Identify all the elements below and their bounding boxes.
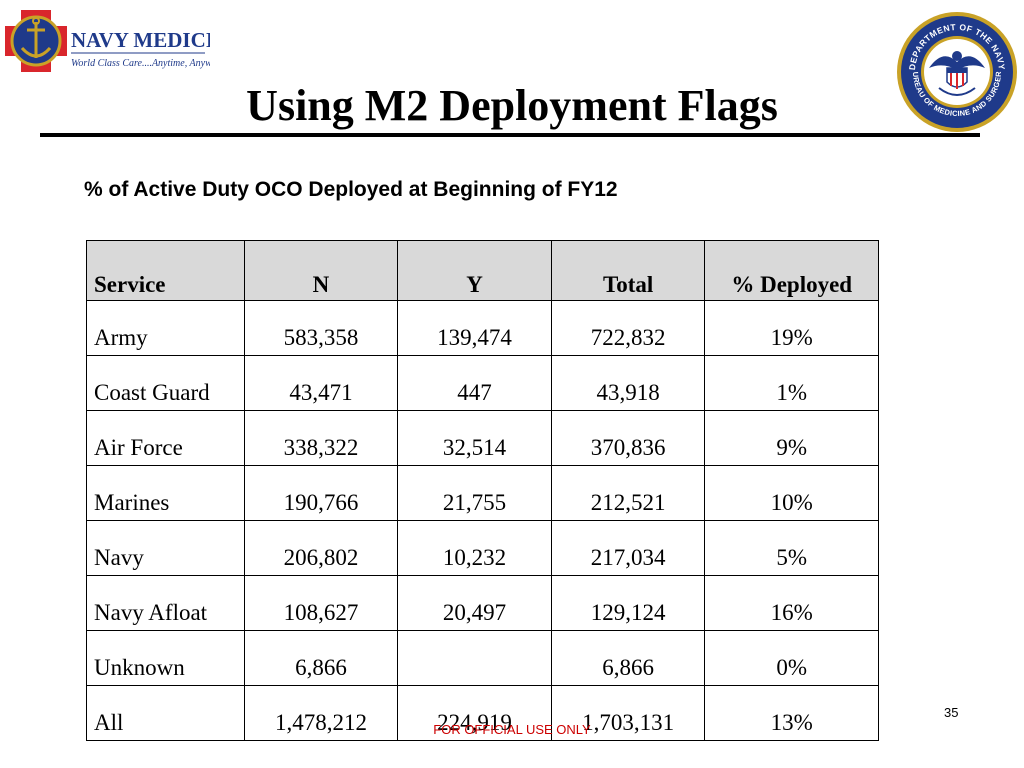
cell-pct-deployed: 13%	[704, 685, 879, 741]
cell-n: 338,322	[243, 410, 399, 466]
svg-text:NAVY MEDICINE: NAVY MEDICINE	[71, 28, 210, 52]
cell-total: 722,832	[550, 300, 706, 356]
cell-total: 212,521	[550, 465, 706, 521]
cell-n: 1,478,212	[243, 685, 399, 741]
cell-n: 583,358	[243, 300, 399, 356]
cell-total: 43,918	[550, 355, 706, 411]
cell-total: 370,836	[550, 410, 706, 466]
classification-footer: FOR OFFICIAL USE ONLY	[433, 722, 591, 737]
table-row: Marines 190,766 21,755 212,521 10%	[86, 465, 879, 521]
page-number: 35	[944, 705, 959, 720]
cell-pct-deployed: 16%	[704, 575, 879, 631]
deployment-table: Service N Y Total % Deployed Army 583,35…	[86, 240, 879, 741]
table-row: Army 583,358 139,474 722,832 19%	[86, 300, 879, 356]
header-n: N	[243, 240, 399, 301]
navy-medicine-logo: NAVY MEDICINE World Class Care....Anytim…	[5, 8, 243, 74]
cell-service: Coast Guard	[86, 355, 245, 411]
header-pct-deployed: % Deployed	[704, 240, 879, 301]
cell-service: Marines	[86, 465, 245, 521]
cell-total: 6,866	[550, 630, 706, 686]
cell-n: 43,471	[243, 355, 399, 411]
cell-y: 447	[397, 355, 552, 411]
cell-y: 10,232	[397, 520, 552, 576]
cell-total: 217,034	[550, 520, 706, 576]
cell-pct-deployed: 10%	[704, 465, 879, 521]
table-row: Navy 206,802 10,232 217,034 5%	[86, 520, 879, 576]
cell-service: Navy Afloat	[86, 575, 245, 631]
cell-service: All	[86, 685, 245, 741]
header-total: Total	[550, 240, 706, 301]
cell-y	[397, 630, 552, 686]
cell-pct-deployed: 19%	[704, 300, 879, 356]
title-divider	[40, 133, 980, 137]
cell-n: 190,766	[243, 465, 399, 521]
table-row: All 1,478,212 224,919 1,703,131 13%	[86, 685, 879, 741]
header-y: Y	[397, 240, 552, 301]
cell-total: 129,124	[550, 575, 706, 631]
table-header-row: Service N Y Total % Deployed	[86, 240, 879, 301]
cell-y: 32,514	[397, 410, 552, 466]
cell-total: 1,703,131	[550, 685, 706, 741]
svg-text:World Class Care....Anytime, A: World Class Care....Anytime, Anywhere	[71, 58, 210, 69]
table-row: Coast Guard 43,471 447 43,918 1%	[86, 355, 879, 411]
cell-n: 108,627	[243, 575, 399, 631]
table-row: Navy Afloat 108,627 20,497 129,124 16%	[86, 575, 879, 631]
cell-service: Navy	[86, 520, 245, 576]
table-row: Unknown 6,866 6,866 0%	[86, 630, 879, 686]
cell-service: Unknown	[86, 630, 245, 686]
cell-pct-deployed: 0%	[704, 630, 879, 686]
cell-service: Air Force	[86, 410, 245, 466]
cell-y: 21,755	[397, 465, 552, 521]
cell-y: 139,474	[397, 300, 552, 356]
page-title: Using M2 Deployment Flags	[246, 81, 778, 130]
bumed-seal: DEPARTMENT OF THE NAVY BUREAU OF MEDICIN…	[892, 3, 1019, 134]
cell-y: 224,919	[397, 685, 552, 741]
header-service: Service	[86, 240, 245, 301]
table-subtitle: % of Active Duty OCO Deployed at Beginni…	[84, 178, 618, 201]
cell-y: 20,497	[397, 575, 552, 631]
cell-n: 206,802	[243, 520, 399, 576]
cell-pct-deployed: 9%	[704, 410, 879, 466]
cell-service: Army	[86, 300, 245, 356]
table-row: Air Force 338,322 32,514 370,836 9%	[86, 410, 879, 466]
cell-pct-deployed: 5%	[704, 520, 879, 576]
cell-n: 6,866	[243, 630, 399, 686]
cell-pct-deployed: 1%	[704, 355, 879, 411]
